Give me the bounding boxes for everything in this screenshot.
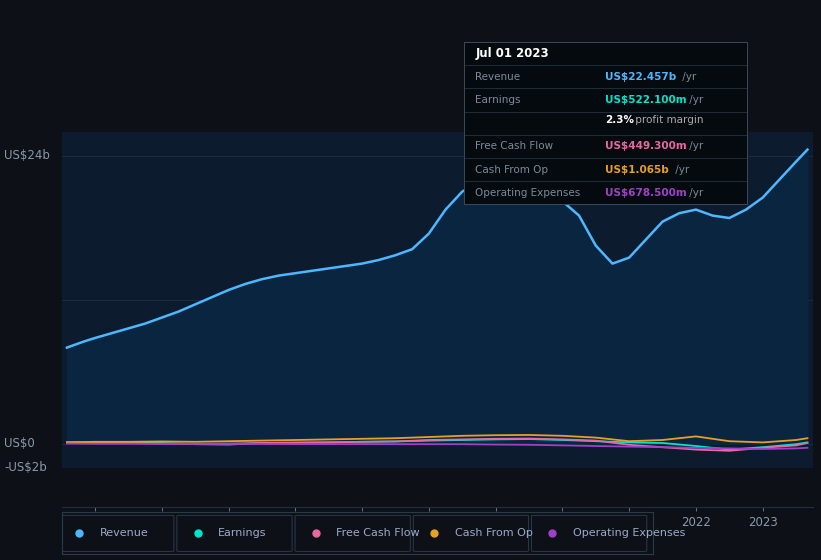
Text: US$522.100m: US$522.100m [605,95,687,105]
Text: US$24b: US$24b [4,149,50,162]
Text: -US$2b: -US$2b [4,461,47,474]
Text: US$678.500m: US$678.500m [605,188,687,198]
Text: Operating Expenses: Operating Expenses [573,529,686,538]
Text: US$449.300m: US$449.300m [605,141,687,151]
FancyBboxPatch shape [58,515,174,552]
Text: Free Cash Flow: Free Cash Flow [475,141,553,151]
Text: Free Cash Flow: Free Cash Flow [337,529,420,538]
Text: US$1.065b: US$1.065b [605,165,669,175]
Text: Operating Expenses: Operating Expenses [475,188,580,198]
Text: profit margin: profit margin [632,115,704,125]
Text: Earnings: Earnings [218,529,267,538]
Text: Jul 01 2023: Jul 01 2023 [475,47,548,60]
Text: Cash From Op: Cash From Op [455,529,533,538]
Text: Cash From Op: Cash From Op [475,165,548,175]
Text: 2.3%: 2.3% [605,115,635,125]
FancyBboxPatch shape [295,515,410,552]
Text: /yr: /yr [686,188,704,198]
FancyBboxPatch shape [531,515,647,552]
Text: /yr: /yr [686,141,704,151]
Text: Revenue: Revenue [100,529,149,538]
Text: Revenue: Revenue [475,72,521,82]
Text: /yr: /yr [686,95,704,105]
Text: /yr: /yr [672,165,689,175]
FancyBboxPatch shape [177,515,292,552]
Text: US$0: US$0 [4,437,34,450]
Text: Earnings: Earnings [475,95,521,105]
Text: US$22.457b: US$22.457b [605,72,677,82]
Text: /yr: /yr [679,72,696,82]
FancyBboxPatch shape [413,515,529,552]
